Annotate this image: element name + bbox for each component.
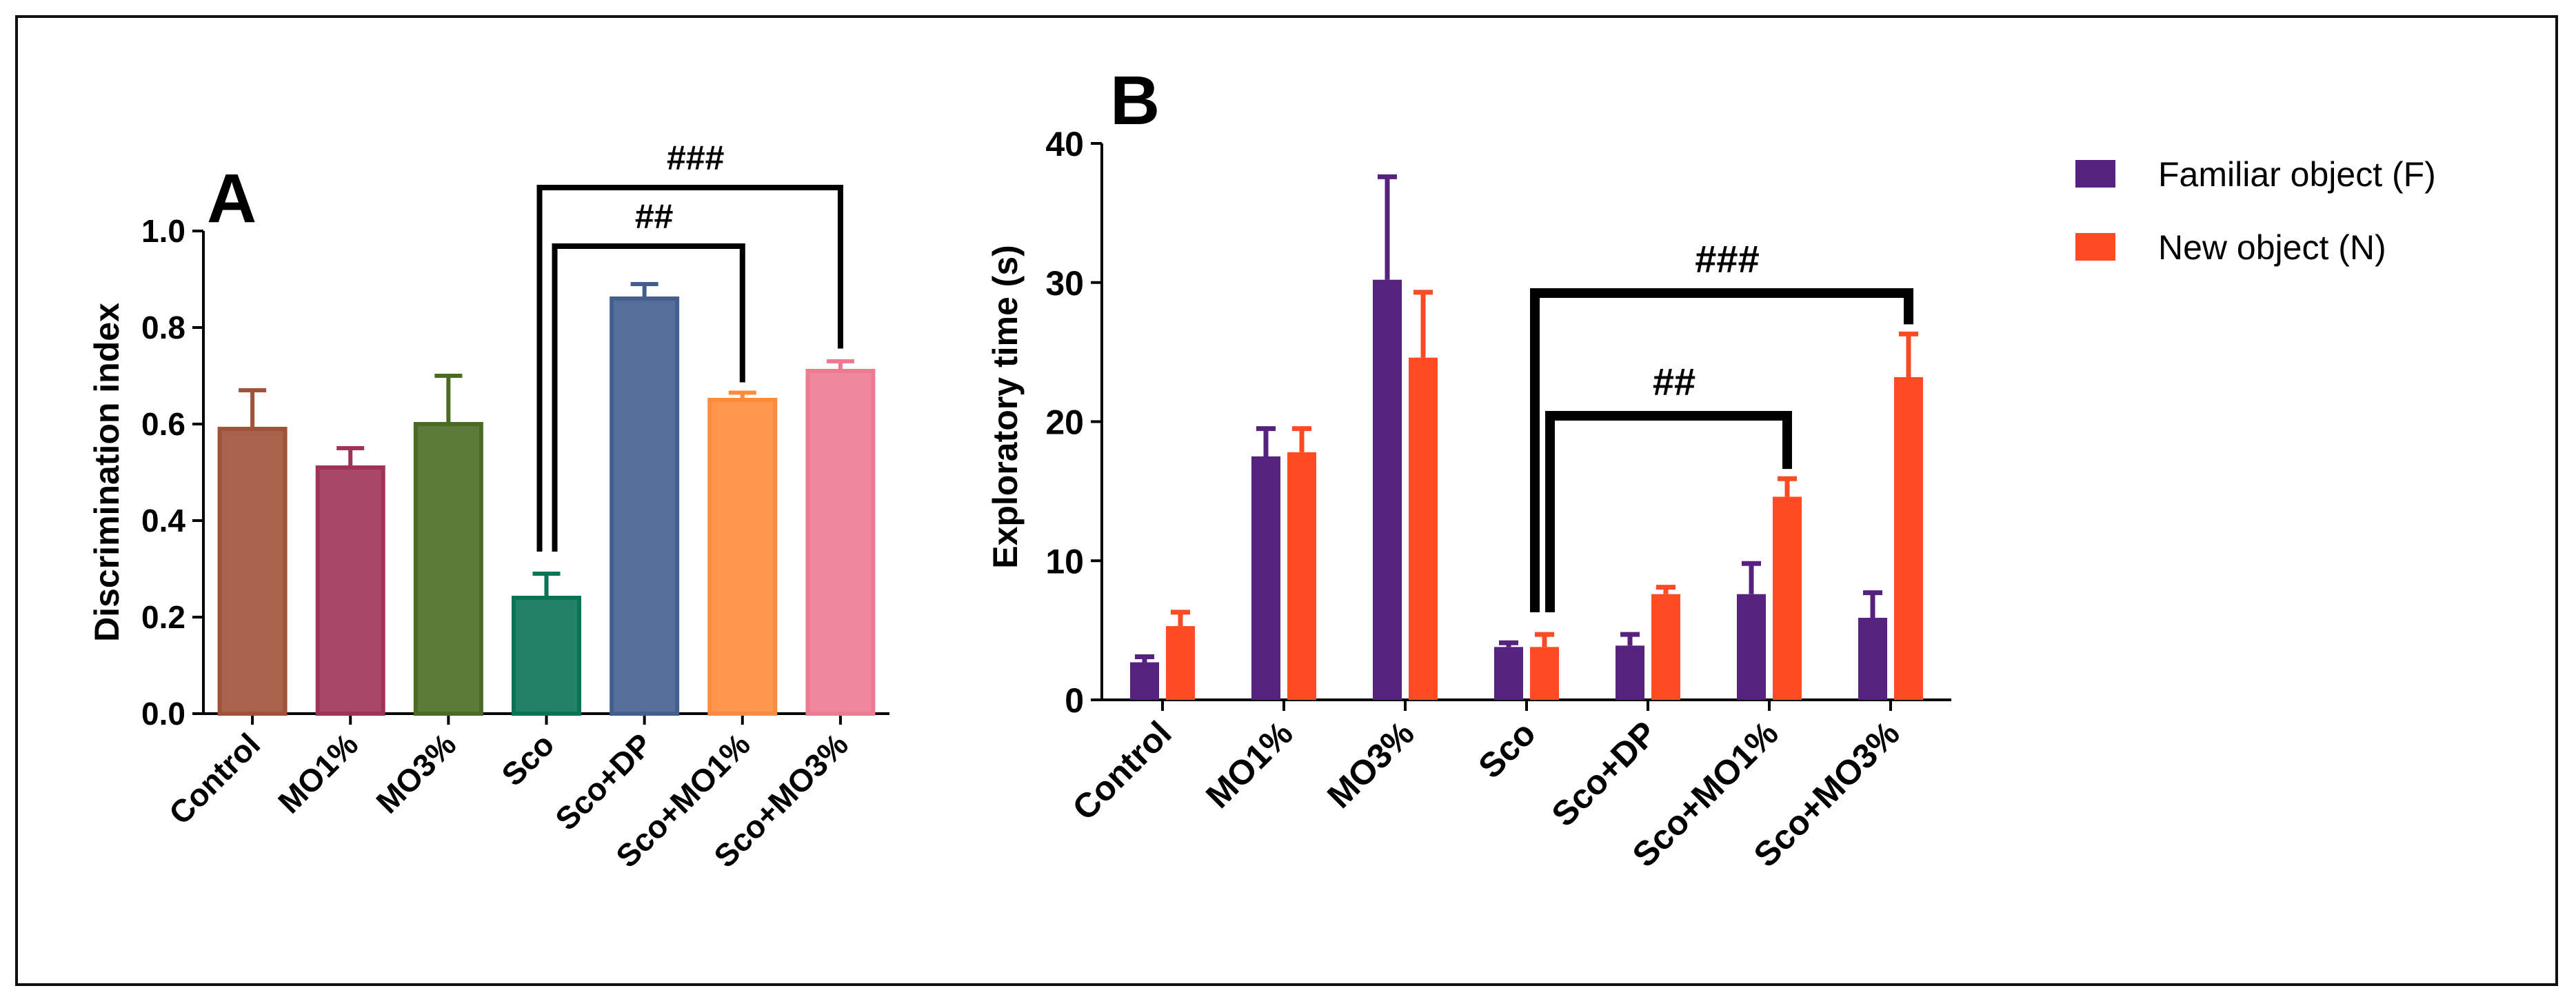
panel-a-ytick-label: 0.6 bbox=[141, 406, 185, 442]
legend-swatch-new bbox=[2075, 233, 2115, 261]
panel-b-bar-mo1-familiar bbox=[1251, 456, 1280, 700]
panel-a-ytick-label: 0.2 bbox=[141, 599, 185, 635]
panel-a-significance-label: ### bbox=[667, 139, 724, 177]
panel-a-annotations: ##### bbox=[536, 139, 843, 552]
panel-a-significance-label: ## bbox=[635, 197, 674, 236]
panel-a-bars bbox=[217, 282, 876, 716]
panel-a-ytick-label: 1.0 bbox=[141, 213, 185, 249]
panel-b-ytick-label: 20 bbox=[1045, 403, 1084, 442]
legend-label-familiar: Familiar object (F) bbox=[2158, 155, 2436, 194]
panel-a-label: A bbox=[207, 160, 256, 237]
panel-b-bar-mo1-new bbox=[1287, 452, 1316, 700]
panel-b-bar-control-familiar bbox=[1130, 662, 1159, 700]
panel-b-bar-sco-new bbox=[1530, 647, 1559, 700]
panel-a-ylabel: Discrimination index bbox=[88, 303, 126, 642]
panel-b-bar-sco-familiar bbox=[1494, 647, 1523, 700]
panel-a-category-label: MO3% bbox=[369, 726, 463, 820]
panel-b-ytick-label: 10 bbox=[1045, 542, 1084, 581]
panel-a-category-label: MO1% bbox=[271, 726, 365, 820]
panel-b-ytick-label: 40 bbox=[1045, 125, 1084, 163]
panel-a-bar-sco-mo3 bbox=[805, 369, 876, 716]
panel-b-bar-sco-dp-familiar bbox=[1616, 645, 1644, 700]
panel-a-bar-control bbox=[217, 427, 288, 716]
legend-swatch-familiar bbox=[2075, 160, 2115, 188]
panel-b-bars bbox=[1130, 174, 1923, 701]
panel-b-bar-sco-mo1-new bbox=[1773, 496, 1802, 700]
panel-a-ytick-label: 0.4 bbox=[141, 503, 185, 539]
panel-b-significance-label: ## bbox=[1653, 360, 1695, 403]
panel-b-bar-sco-mo1-familiar bbox=[1737, 594, 1766, 700]
panel-b-bar-mo3-familiar bbox=[1373, 279, 1402, 701]
panel-b-bar-sco-mo3-familiar bbox=[1858, 617, 1887, 700]
panel-b-bar-mo3-new bbox=[1409, 357, 1438, 700]
panel-a-bar-sco bbox=[512, 596, 581, 716]
panel-b-label: B bbox=[1110, 62, 1160, 139]
legend-label-new: New object (N) bbox=[2158, 228, 2386, 267]
legend: Familiar object (F) New object (N) bbox=[2075, 155, 2436, 267]
panel-a-bar-mo3 bbox=[413, 422, 483, 716]
panel-b-annotations: ##### bbox=[1530, 237, 1913, 612]
panel-b-category-label: MO1% bbox=[1198, 714, 1300, 816]
panel-a-ytick-label: 0.0 bbox=[141, 696, 185, 732]
panel-b-category-label: Sco bbox=[1471, 714, 1542, 785]
panel-a-bar-sco-dp bbox=[610, 296, 680, 716]
panel-a-bar-mo1 bbox=[315, 465, 385, 716]
panel-b-ytick-label: 30 bbox=[1045, 264, 1084, 303]
panel-a: A Discrimination index 0.0 0.2 0.4 0.6 0.8 1.… bbox=[88, 139, 889, 874]
panel-b-bar-control-new bbox=[1166, 626, 1195, 700]
figure-frame bbox=[15, 15, 2558, 986]
panel-a-ytick-label: 0.8 bbox=[141, 310, 185, 345]
panel-a-significance-bracket bbox=[536, 185, 843, 552]
panel-a-significance-bracket bbox=[552, 243, 745, 552]
panel-b-significance-bracket bbox=[1530, 288, 1913, 612]
panel-b-bar-sco-dp-new bbox=[1651, 594, 1680, 700]
panel-b-significance-label: ### bbox=[1695, 237, 1759, 281]
panel-b-category-label: MO3% bbox=[1320, 714, 1422, 816]
panel-a-category-label: Control bbox=[162, 726, 267, 831]
panel-b-category-label: Sco+DP bbox=[1544, 714, 1664, 834]
panel-b-ytick-label: 0 bbox=[1065, 681, 1084, 720]
panel-a-bar-sco-mo1 bbox=[707, 398, 778, 716]
panel-b-bar-sco-mo3-new bbox=[1894, 376, 1923, 700]
panel-b-category-label: Control bbox=[1065, 714, 1179, 827]
panel-b-significance-bracket bbox=[1545, 411, 1792, 612]
panel-b-ylabel: Exploratory time (s) bbox=[986, 245, 1025, 569]
panel-a-category-label: Sco bbox=[494, 726, 561, 792]
